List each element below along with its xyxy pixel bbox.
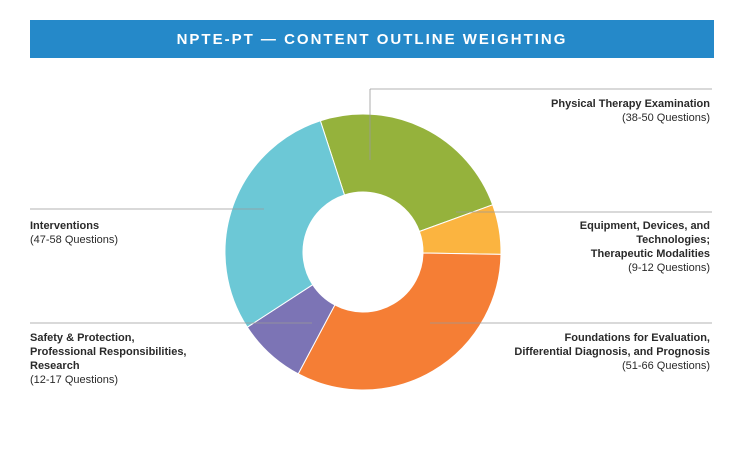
label-interventions-count: (47-58 Questions): [30, 234, 119, 246]
label-equipment-name-1: Equipment, Devices, and: [579, 220, 710, 232]
donut-slice-2: [297, 252, 502, 391]
label-equipment: Equipment, Devices, and Technologies; Th…: [480, 219, 710, 275]
label-safety: Safety & Protection, Professional Respon…: [30, 331, 290, 387]
label-foundations-name-2: Differential Diagnosis, and Prognosis: [514, 346, 710, 358]
chart-title-banner: NPTE-PT — CONTENT OUTLINE WEIGHTING: [30, 20, 714, 58]
label-foundations-count: (51-66 Questions): [621, 360, 710, 372]
label-foundations: Foundations for Evaluation, Differential…: [440, 331, 710, 373]
label-exam-count: (38-50 Questions): [621, 112, 710, 124]
donut-slice-4: [224, 120, 346, 328]
label-interventions: Interventions (47-58 Questions): [30, 219, 230, 247]
label-safety-name-1: Safety & Protection,: [30, 332, 135, 344]
label-equipment-name-2: Technologies;: [636, 234, 710, 246]
chart-title: NPTE-PT — CONTENT OUTLINE WEIGHTING: [176, 30, 568, 48]
label-exam: Physical Therapy Examination (38-50 Ques…: [430, 97, 710, 125]
label-foundations-name-1: Foundations for Evaluation,: [564, 332, 710, 344]
label-exam-name: Physical Therapy Examination: [551, 98, 710, 110]
label-safety-count: (12-17 Questions): [30, 374, 119, 386]
donut-slice-0: [319, 113, 494, 233]
label-interventions-name: Interventions: [30, 220, 100, 232]
label-safety-name-2: Professional Responsibilities,: [30, 346, 187, 358]
label-safety-name-3: Research: [30, 360, 80, 372]
label-equipment-count: (9-12 Questions): [628, 262, 710, 274]
label-equipment-name-3: Therapeutic Modalities: [590, 248, 710, 260]
